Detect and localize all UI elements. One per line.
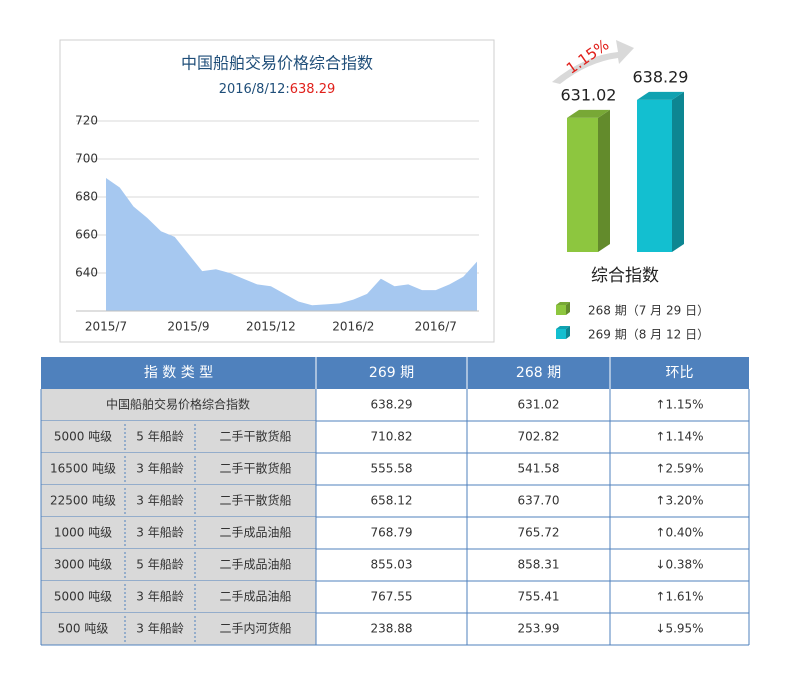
y-tick-label: 640 xyxy=(75,266,98,280)
current-value: 710.82 xyxy=(371,430,413,444)
current-value: 238.88 xyxy=(371,622,413,636)
bar-top xyxy=(567,109,610,118)
change-value: ↓0.38% xyxy=(655,558,703,572)
previous-value: 702.82 xyxy=(518,430,560,444)
bar-value-label: 631.02 xyxy=(561,85,617,104)
previous-value: 253.99 xyxy=(518,622,560,636)
subtitle-date: 2016/8/12: xyxy=(219,82,290,97)
type-cell-bg xyxy=(41,485,316,517)
type-cell: 中国船舶交易价格综合指数 xyxy=(106,397,250,412)
type-cell: 22500 吨级 xyxy=(50,494,116,508)
x-tick-label: 2015/9 xyxy=(167,320,209,334)
bar-side xyxy=(672,91,684,252)
type-cell-bg xyxy=(41,389,316,421)
change-value: ↑0.40% xyxy=(655,526,703,540)
previous-value: 637.70 xyxy=(518,494,560,508)
type-cell: 二手干散货船 xyxy=(219,461,291,476)
bar xyxy=(567,117,598,252)
type-cell: 16500 吨级 xyxy=(50,462,116,476)
previous-value: 631.02 xyxy=(518,398,560,412)
current-value: 638.29 xyxy=(371,398,413,412)
legend-swatch-side xyxy=(566,326,570,339)
legend-swatch-side xyxy=(566,302,570,315)
legend-label: 268 期（7 月 29 日） xyxy=(588,304,709,318)
table-header-cell: 环比 xyxy=(666,365,694,381)
current-value: 658.12 xyxy=(371,494,413,508)
type-cell: 3 年船龄 xyxy=(136,526,183,540)
current-value: 555.58 xyxy=(371,462,413,476)
type-cell-bg xyxy=(41,549,316,581)
change-value: ↑3.20% xyxy=(655,494,703,508)
legend-swatch-top xyxy=(556,302,570,305)
table-header-cell: 268 期 xyxy=(516,365,561,381)
y-tick-label: 660 xyxy=(75,228,98,242)
type-cell: 二手内河货船 xyxy=(219,621,291,636)
change-value: ↑1.15% xyxy=(655,398,703,412)
legend-swatch-top xyxy=(556,326,570,329)
type-cell-bg xyxy=(41,581,316,613)
x-tick-label: 2016/2 xyxy=(332,320,374,334)
y-tick-label: 700 xyxy=(75,152,98,166)
chart-subtitle: 2016/8/12:638.29 xyxy=(219,82,336,97)
change-value: ↑2.59% xyxy=(655,462,703,476)
previous-value: 755.41 xyxy=(518,590,560,604)
type-cell: 5000 吨级 xyxy=(54,590,112,604)
type-cell: 5 年船龄 xyxy=(136,430,183,444)
table-header-cell: 指 数 类 型 xyxy=(144,365,213,381)
current-value: 768.79 xyxy=(371,526,413,540)
type-cell-bg xyxy=(41,421,316,453)
type-cell: 5000 吨级 xyxy=(54,430,112,444)
x-tick-label: 2015/7 xyxy=(85,320,127,334)
bar-value-label: 638.29 xyxy=(633,67,689,86)
type-cell-bg xyxy=(41,613,316,645)
x-tick-label: 2016/7 xyxy=(415,320,457,334)
type-cell: 3 年船龄 xyxy=(136,494,183,508)
type-cell: 二手干散货船 xyxy=(219,493,291,508)
type-cell: 二手成品油船 xyxy=(219,526,291,540)
type-cell-bg xyxy=(41,453,316,485)
y-tick-label: 680 xyxy=(75,190,98,204)
bar xyxy=(637,99,672,252)
type-cell: 3 年船龄 xyxy=(136,622,183,636)
previous-value: 541.58 xyxy=(518,462,560,476)
previous-value: 858.31 xyxy=(518,558,560,572)
legend-swatch xyxy=(556,329,566,339)
change-value: ↓5.95% xyxy=(655,622,703,636)
change-value: ↑1.14% xyxy=(655,430,703,444)
table-header-cell: 269 期 xyxy=(369,365,414,381)
type-cell: 二手成品油船 xyxy=(219,558,291,572)
type-cell: 二手干散货船 xyxy=(219,429,291,444)
growth-arrow xyxy=(552,40,634,84)
table-header-bg xyxy=(41,357,749,389)
type-cell: 3 年船龄 xyxy=(136,590,183,604)
type-cell: 3000 吨级 xyxy=(54,558,112,572)
type-cell: 1000 吨级 xyxy=(54,526,112,540)
change-value: ↑1.61% xyxy=(655,590,703,604)
previous-value: 765.72 xyxy=(518,526,560,540)
type-cell: 500 吨级 xyxy=(58,622,109,636)
current-value: 767.55 xyxy=(371,590,413,604)
chart-title: 中国船舶交易价格综合指数 xyxy=(181,54,373,73)
subtitle-value: 638.29 xyxy=(290,82,336,97)
bar-side xyxy=(598,109,610,252)
type-cell: 3 年船龄 xyxy=(136,462,183,476)
legend-swatch xyxy=(556,305,566,315)
type-cell: 二手成品油船 xyxy=(219,590,291,604)
bar-chart-title: 综合指数 xyxy=(591,266,659,286)
type-cell-bg xyxy=(41,517,316,549)
current-value: 855.03 xyxy=(371,558,413,572)
bar-top xyxy=(637,91,684,100)
legend-label: 269 期（8 月 12 日） xyxy=(588,328,709,342)
x-tick-label: 2015/12 xyxy=(246,320,296,334)
y-tick-label: 720 xyxy=(75,114,98,128)
type-cell: 5 年船龄 xyxy=(136,558,183,572)
area xyxy=(106,178,477,311)
